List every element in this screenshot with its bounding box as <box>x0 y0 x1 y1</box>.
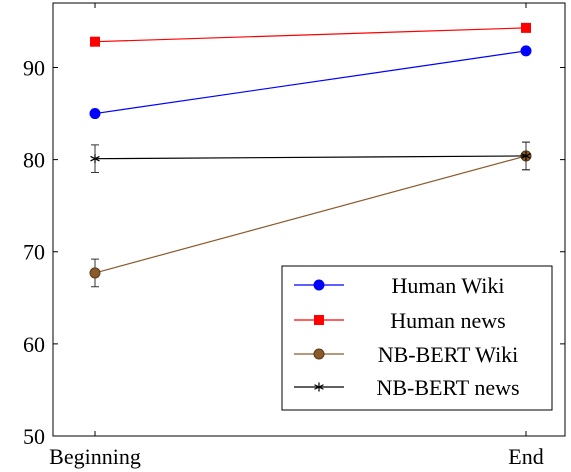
series-lines <box>89 22 532 288</box>
legend-marker <box>314 315 324 325</box>
y-tick-label: 90 <box>23 55 45 80</box>
series-human-wiki <box>89 45 532 120</box>
data-point <box>90 154 100 164</box>
y-tick-label: 80 <box>23 148 45 173</box>
data-point <box>520 45 532 57</box>
data-point <box>521 22 531 33</box>
data-point <box>89 108 101 120</box>
series-line <box>94 27 527 43</box>
plot-frame <box>52 2 566 437</box>
data-point <box>90 36 100 47</box>
series-line <box>94 50 527 115</box>
legend-label: NB-BERT Wiki <box>378 342 519 367</box>
x-tick-label: End <box>508 444 543 469</box>
data-point <box>89 267 101 279</box>
legend-marker <box>313 279 325 291</box>
y-tick-label: 60 <box>23 332 45 357</box>
y-tick-label: 70 <box>23 240 45 265</box>
x-tick-label: Beginning <box>49 444 141 469</box>
legend: Human Wiki Human news NB-BERT Wiki NB-BERT … <box>281 265 553 411</box>
legend-marker <box>313 348 325 360</box>
axes-ticks: 50 60 70 80 90 Beginning End <box>23 3 565 469</box>
y-tick-label: 50 <box>23 424 45 449</box>
legend-box <box>281 265 553 411</box>
series-line <box>94 155 527 160</box>
data-point <box>521 151 531 161</box>
series-nb-bert-news <box>90 141 531 174</box>
series-human-news <box>90 22 531 47</box>
legend-label: Human news <box>390 308 505 333</box>
legend-label: Human Wiki <box>392 273 505 298</box>
legend-marker <box>314 382 324 392</box>
series-nb-bert-wiki <box>89 141 532 288</box>
legend-label: NB-BERT news <box>376 375 519 400</box>
series-line <box>94 155 527 274</box>
